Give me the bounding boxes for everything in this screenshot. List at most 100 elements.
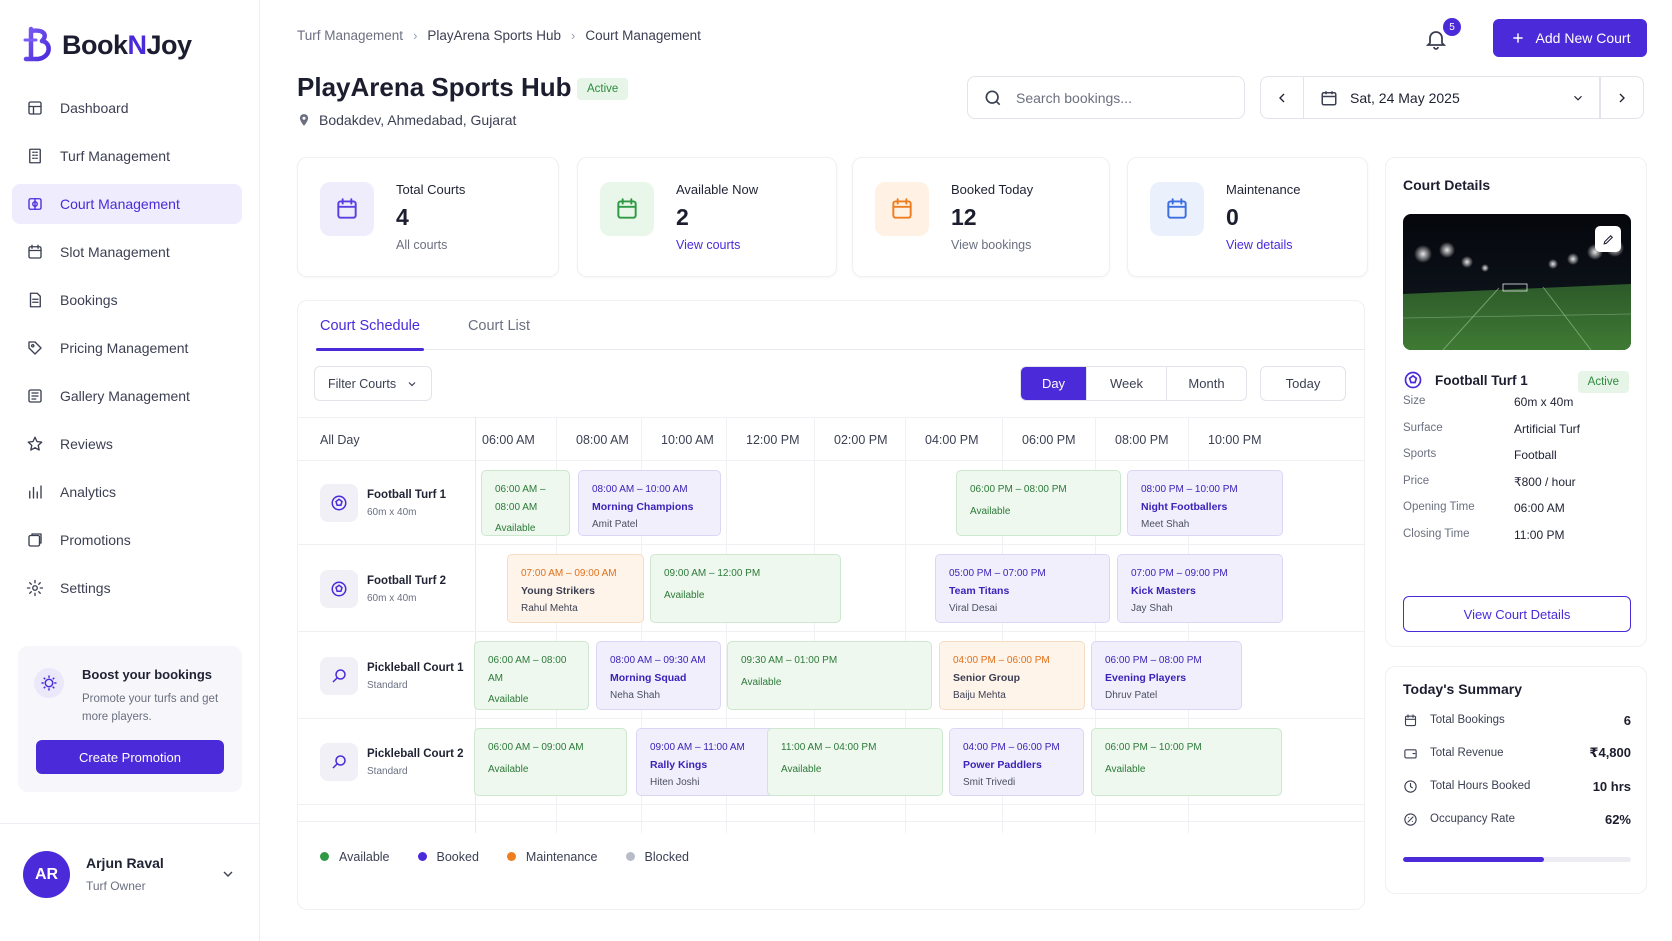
chart-icon [29,485,42,499]
chevron-down-icon[interactable] [220,866,236,882]
court-name[interactable]: Football Turf 1 [367,489,447,501]
detail-key: Price [1403,474,1430,487]
court-status-badge: Active [1577,371,1629,393]
slot-maintenance[interactable]: 04:00 PM – 06:00 PM Senior Group Baiju Meh… [939,641,1085,710]
slot-available[interactable]: 06:00 AM – 09:00 AM Available [474,728,627,796]
brand-logo[interactable]: BookNJoy [22,26,192,64]
sidebar-item-court-management[interactable]: Court Management [12,184,242,224]
user-profile[interactable]: AR Arjun Raval Turf Owner [0,823,259,941]
slot-booked[interactable]: 08:00 AM – 09:30 AM Morning Squad Neha Sha… [596,641,721,710]
slot-available[interactable]: 09:30 AM – 01:00 PM Available [727,641,932,710]
sidebar-item-analytics[interactable]: Analytics [12,472,242,512]
filter-courts-dropdown[interactable]: Filter Courts [314,366,432,401]
stat-label: Available Now [676,182,759,197]
legend-dot [506,852,516,861]
sidebar-item-bookings[interactable]: Bookings [12,280,242,320]
previous-date-button[interactable] [1260,76,1304,119]
add-new-court-button[interactable]: Add New Court [1493,19,1647,57]
notification-bell-icon[interactable] [1424,26,1448,52]
slot-maintenance[interactable]: 07:00 AM – 09:00 AM Young Strikers Rahul M… [507,554,644,623]
view-day-button[interactable]: Day [1021,367,1086,400]
edit-photo-button[interactable] [1595,226,1621,252]
sidebar-item-reviews[interactable]: Reviews [12,424,242,464]
slot-booked[interactable]: 08:00 AM – 10:00 AM Morning Champions Amit… [578,470,721,536]
sidebar-item-label: Slot Management [60,244,170,260]
sidebar-item-slot-management[interactable]: Slot Management [12,232,242,272]
search-bar[interactable] [967,76,1245,119]
stat-icon-wrap [320,182,374,236]
stat-card-total-courts: Total Courts 4 All courts [297,157,559,277]
court-name[interactable]: Pickleball Court 1 [367,661,464,674]
football-icon [320,569,358,608]
breadcrumb-item[interactable]: Turf Management [297,28,404,43]
view-toggle: Day Week Month [1020,366,1247,401]
stat-label: Booked Today [951,182,1034,197]
stat-link[interactable]: View courts [676,238,741,252]
court-name[interactable]: Pickleball Court 2 [367,748,464,760]
chevron-right-icon: › [413,28,418,43]
summary-row-total-hours-booked: Total Hours Booked 10 hrs [1403,777,1631,795]
selected-date: Sat, 24 May 2025 [1350,89,1460,106]
slot-time: 04:00 PM – 06:00 PM [963,742,1060,753]
calendar-icon [617,198,637,219]
sidebar-item-label: Analytics [60,484,117,500]
court-icon [28,198,42,210]
calendar-icon [1321,90,1337,105]
hour-gridline [556,417,557,833]
sidebar-item-label: Gallery Management [60,388,190,404]
location-text: Bodakdev, Ahmedabad, Gujarat [319,112,517,128]
sidebar-item-dashboard[interactable]: Dashboard [12,88,242,128]
stat-link[interactable]: View details [1226,238,1293,252]
breadcrumb-item[interactable]: PlayArena Sports Hub [427,28,561,43]
star-icon [27,436,43,451]
slot-booked[interactable]: 06:00 PM – 08:00 PM Evening Players Dhruv … [1091,641,1242,710]
search-input[interactable] [1016,89,1216,106]
slot-available[interactable]: 09:00 AM – 12:00 PM Available [650,554,841,623]
create-promotion-button[interactable]: Create Promotion [36,740,224,774]
slot-booked[interactable]: 08:00 PM – 10:00 PM Night Footballers Meet… [1127,470,1283,536]
slot-available[interactable]: 06:00 PM – 08:00 PM Available [956,470,1121,536]
tab-court-schedule[interactable]: Court Schedule [316,301,424,351]
view-month-button[interactable]: Month [1166,367,1246,400]
paddle-icon [320,656,358,695]
sidebar: BookNJoy Dashboard Turf Management Court M… [0,0,260,941]
legend-label: Maintenance [525,849,598,864]
tab-court-list[interactable]: Court List [467,317,531,334]
stat-icon-wrap [875,182,929,236]
slot-name: Power Paddlers [963,758,1042,771]
sidebar-item-settings[interactable]: Settings [12,568,242,608]
gear-icon [26,579,44,597]
legend-label: Booked [436,849,479,864]
filter-courts-label: Filter Courts [328,376,397,391]
summary-row-total-revenue: Total Revenue ₹4,800 [1403,744,1631,762]
summary-key: Total Revenue [1430,747,1504,759]
sidebar-item-gallery-management[interactable]: Gallery Management [12,376,242,416]
legend-blocked: Blocked [625,850,689,864]
chevron-down-icon [408,381,416,386]
slot-available[interactable]: 06:00 AM – 08:00 AM Available [474,641,589,710]
slot-booked[interactable]: 04:00 PM – 06:00 PM Power Paddlers Smit Tr… [949,728,1084,796]
slot-person: Jay Shah [1131,603,1173,614]
date-picker[interactable]: Sat, 24 May 2025 [1304,76,1600,119]
slot-available[interactable]: 06:00 AM –08:00 AM Available [481,470,570,536]
sidebar-item-promotions[interactable]: Promotions [12,520,242,560]
court-name[interactable]: Football Turf 2 [367,574,447,587]
slot-booked[interactable]: 09:00 AM – 11:00 AM Rally Kings Hiten Josh… [636,728,777,796]
slot-booked[interactable]: 07:00 PM – 09:00 PM Kick Masters Jay Shah [1117,554,1283,623]
slot-available[interactable]: 11:00 AM – 04:00 PM Available [767,728,943,796]
sidebar-item-pricing-management[interactable]: Pricing Management [12,328,242,368]
percent-icon [1404,812,1417,826]
next-date-button[interactable] [1600,76,1644,119]
slot-booked[interactable]: 05:00 PM – 07:00 PM Team Titans Viral Desa… [935,554,1110,623]
stat-value: 12 [951,204,977,230]
slot-available[interactable]: 06:00 PM – 10:00 PM Available [1091,728,1282,796]
today-button[interactable]: Today [1260,366,1346,401]
court-details-card: Court Details Football Turf 1 Active Siz… [1385,157,1647,647]
calendar-icon [892,198,912,219]
slot-name: Morning Champions [592,500,694,513]
view-week-button[interactable]: Week [1086,367,1166,400]
time-label: 08:00 AM [576,433,629,447]
hour-gridline [814,417,815,833]
view-court-details-button[interactable]: View Court Details [1403,596,1631,632]
sidebar-item-turf-management[interactable]: Turf Management [12,136,242,176]
